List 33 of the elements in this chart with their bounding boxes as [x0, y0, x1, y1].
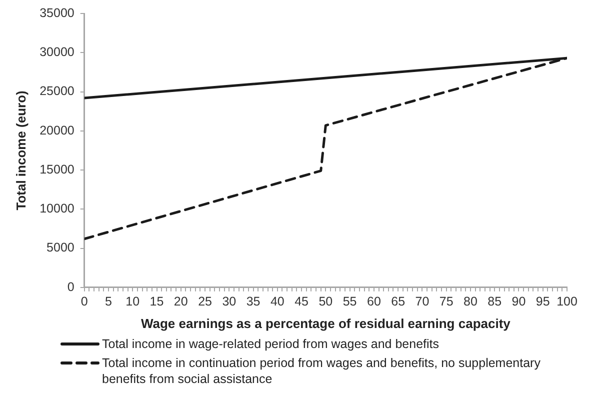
x-tick-label: 40 — [270, 294, 284, 308]
x-tick-label: 80 — [464, 294, 478, 308]
x-tick-label: 95 — [536, 294, 550, 308]
y-tick-label: 15000 — [40, 162, 74, 176]
y-tick-label: 0 — [67, 280, 74, 294]
x-tick-label: 65 — [391, 294, 406, 308]
y-tick-label: 5000 — [46, 240, 74, 255]
x-tick-label: 60 — [366, 294, 381, 308]
x-tick-label: 10 — [126, 294, 140, 308]
x-tick-label: 45 — [294, 294, 309, 308]
x-tick-label: 75 — [439, 294, 454, 308]
x-tick-label: 70 — [415, 294, 430, 308]
x-tick-label: 15 — [150, 294, 164, 308]
y-tick-label: 10000 — [40, 202, 74, 216]
x-tick-label: 85 — [488, 294, 502, 308]
y-axis-title: Total income (euro) — [13, 90, 28, 210]
x-axis-title: Wage earnings as a percentage of residual earning capacity — [140, 316, 512, 331]
y-tick-label: 30000 — [40, 45, 74, 60]
y-tick-label: 20000 — [40, 123, 74, 138]
y-tick-label: 25000 — [40, 84, 74, 98]
legend-label: Total income in wage-related period from wages and benefits — [102, 336, 439, 352]
x-tick-label: 5 — [105, 294, 112, 308]
x-tick-label: 55 — [342, 294, 357, 308]
x-tick-label: 0 — [80, 294, 88, 308]
x-tick-label: 30 — [222, 294, 236, 308]
x-tick-label: 20 — [174, 294, 188, 308]
x-tick-label: 35 — [246, 294, 260, 308]
x-tick-label: 50 — [318, 294, 333, 308]
x-tick-label: 90 — [512, 294, 526, 308]
y-tick-label: 35000 — [40, 6, 74, 20]
legend-label: Total income in continuation period from wages and benefits, no supplementary benefits from social assistance — [102, 355, 542, 387]
x-tick-label: 100 — [556, 294, 578, 308]
x-tick-label: 25 — [198, 294, 212, 308]
